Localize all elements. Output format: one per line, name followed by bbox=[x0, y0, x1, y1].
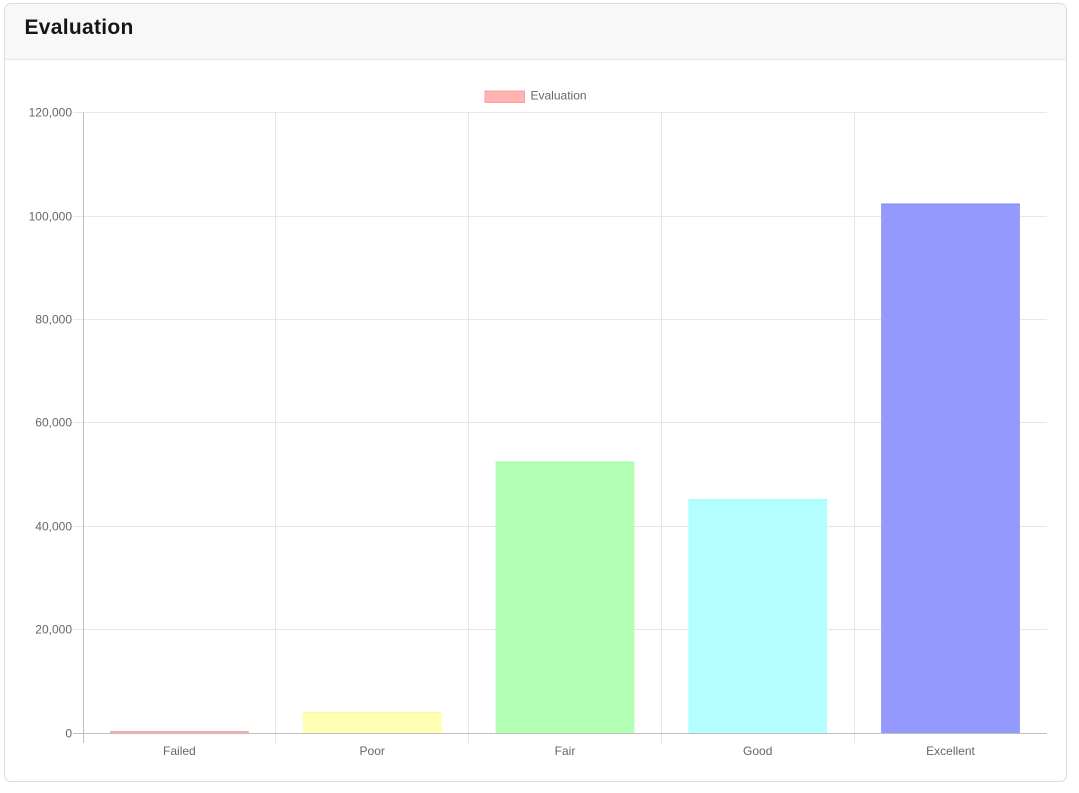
svg-text:20,000: 20,000 bbox=[35, 623, 72, 637]
svg-text:Failed: Failed bbox=[163, 744, 196, 758]
svg-text:0: 0 bbox=[65, 727, 72, 741]
svg-text:Good: Good bbox=[743, 744, 772, 758]
svg-text:Poor: Poor bbox=[360, 744, 385, 758]
svg-text:40,000: 40,000 bbox=[35, 520, 72, 534]
svg-text:Fair: Fair bbox=[555, 744, 576, 758]
svg-text:80,000: 80,000 bbox=[35, 313, 72, 327]
svg-text:120,000: 120,000 bbox=[29, 106, 73, 120]
svg-text:100,000: 100,000 bbox=[29, 210, 73, 224]
svg-text:Evaluation: Evaluation bbox=[531, 89, 587, 103]
svg-text:60,000: 60,000 bbox=[35, 416, 72, 430]
svg-text:Excellent: Excellent bbox=[926, 744, 975, 758]
